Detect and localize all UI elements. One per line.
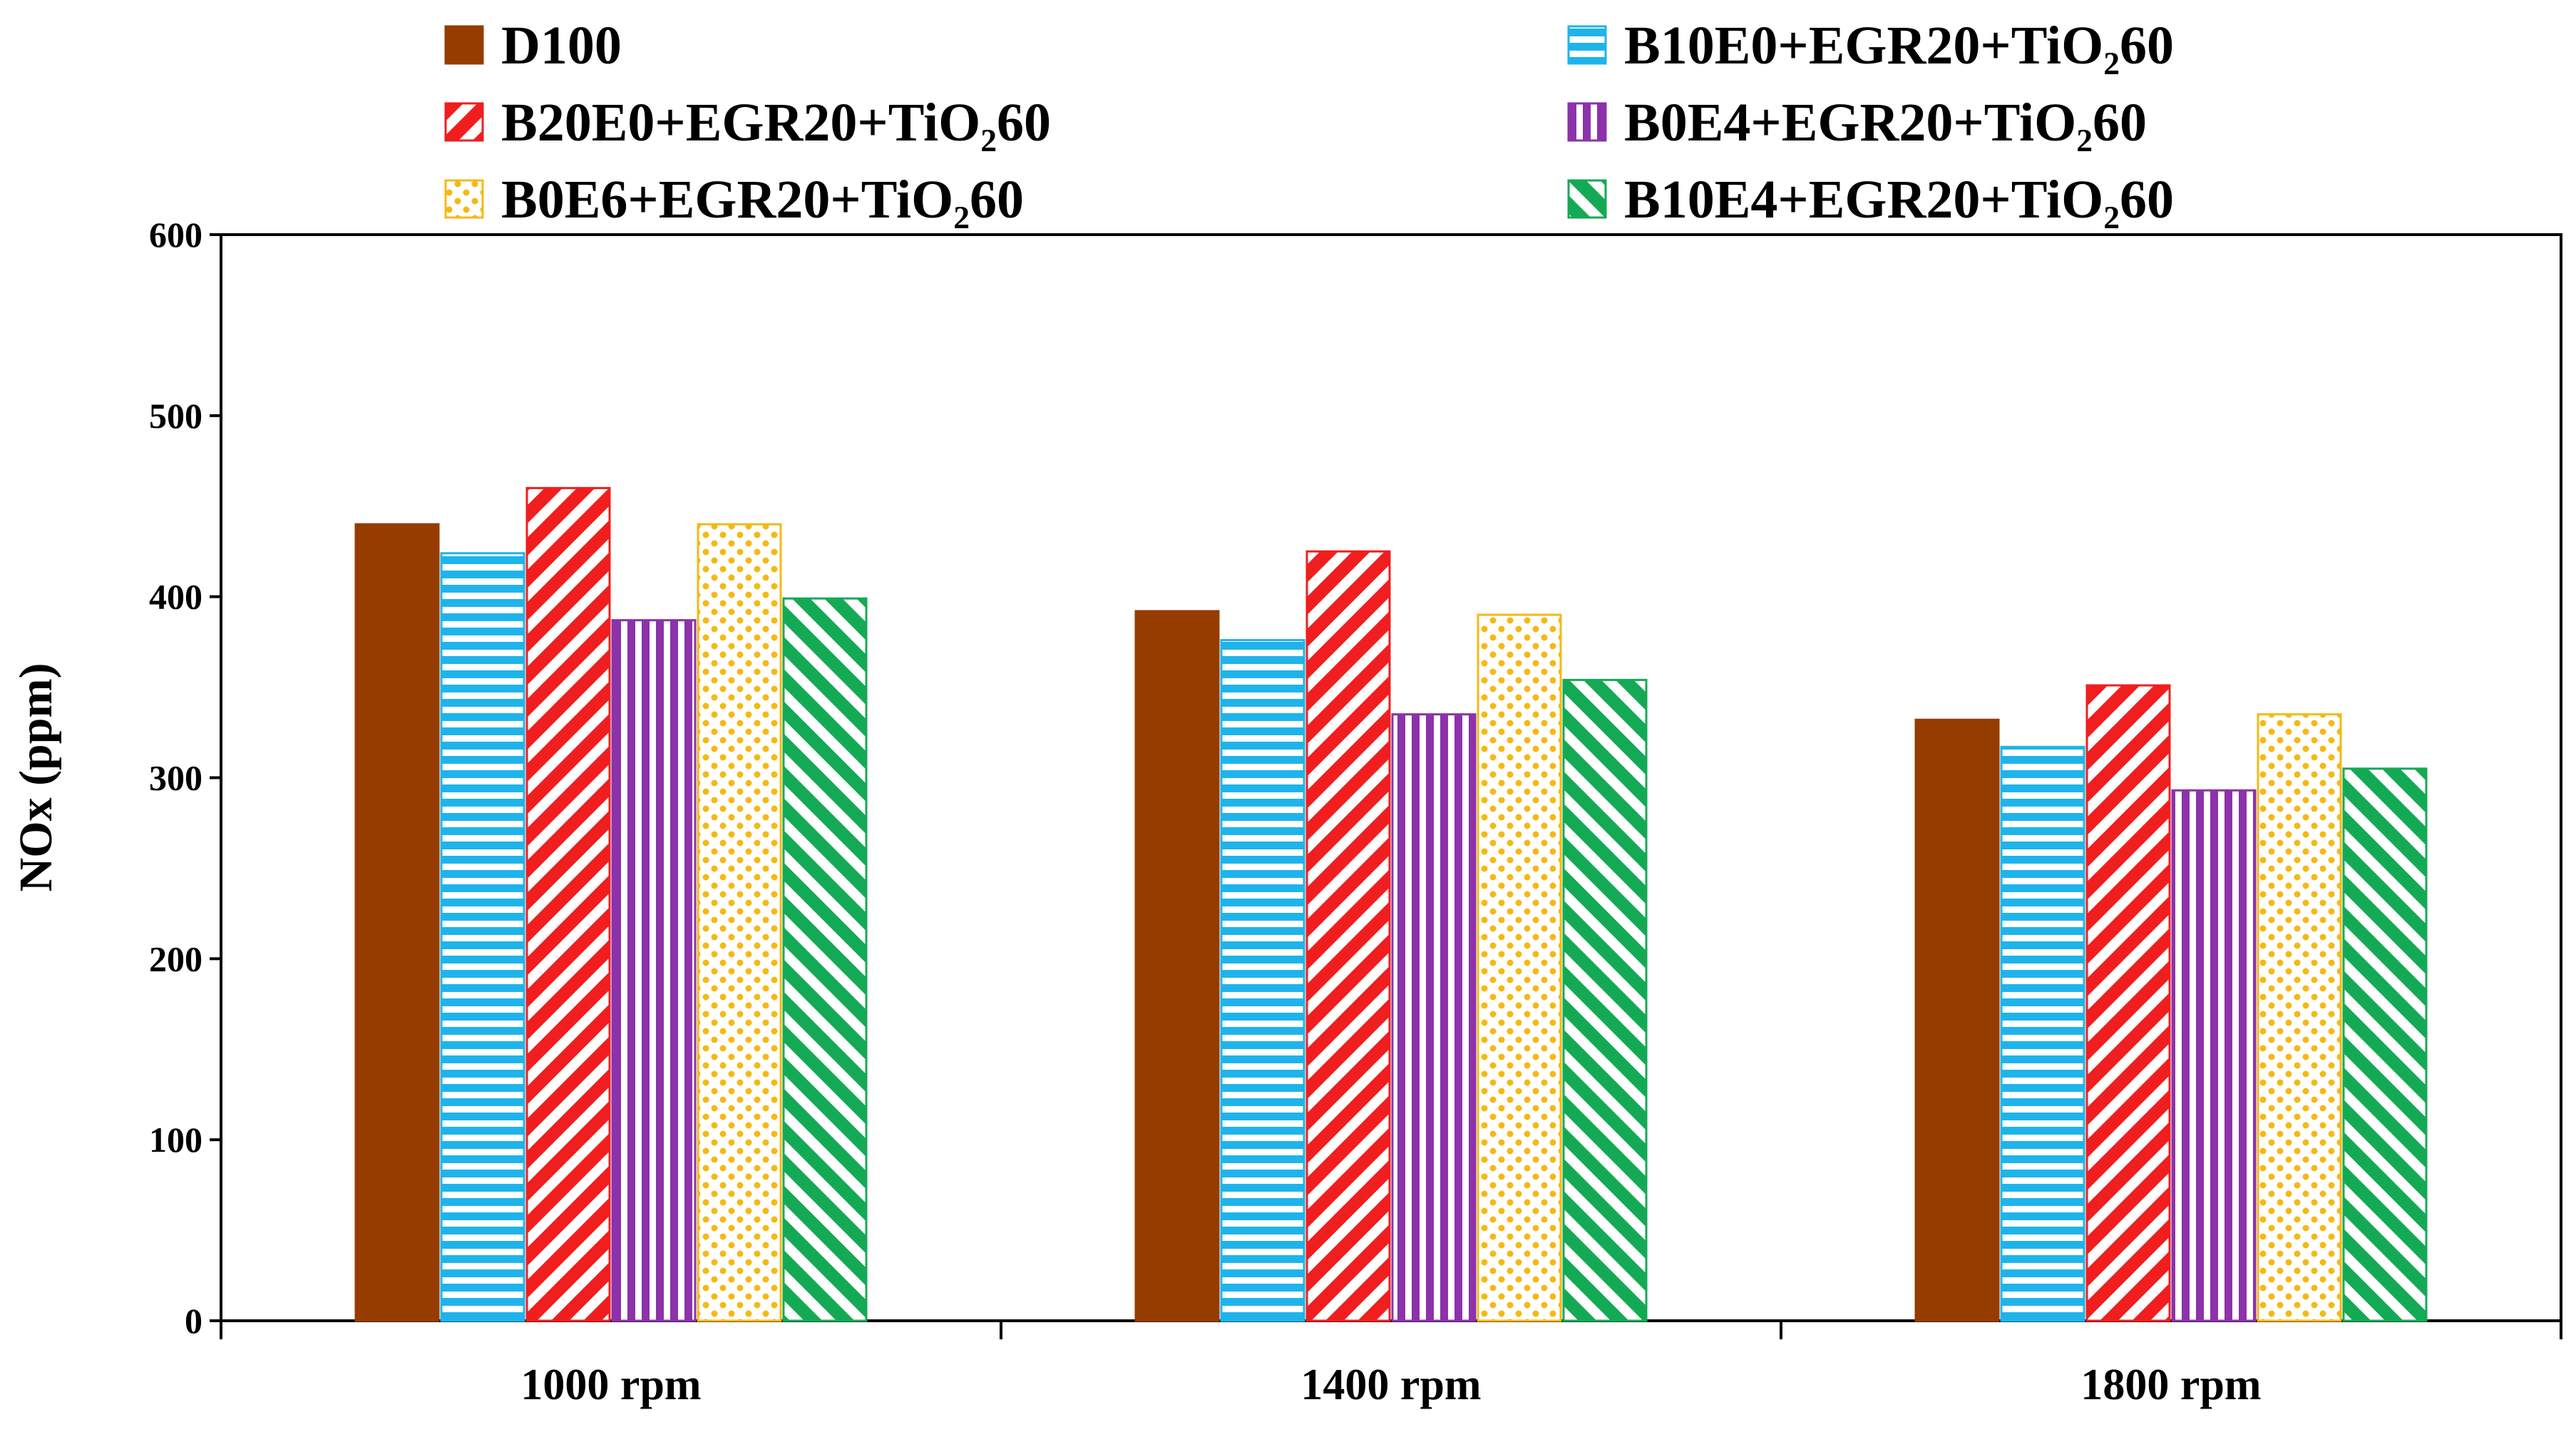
y-tick-label: 0 [185, 1301, 202, 1341]
bar [2342, 767, 2428, 1322]
legend-swatch [444, 179, 484, 219]
bar [611, 619, 697, 1322]
y-tick-label: 500 [149, 396, 202, 436]
y-axis-label: NOx (ppm) [10, 663, 62, 892]
legend-label: D100 [501, 16, 622, 76]
bar [2085, 684, 2171, 1322]
legend-label: B20E0+EGR20+TiO₂60 [501, 93, 1051, 153]
bar [782, 597, 868, 1322]
x-tick-label: 1800 rpm [2080, 1361, 2261, 1409]
axes: 0 100 200 300 400 500 600 1000 rpm 1400 rpm 1800 … [149, 215, 2562, 1409]
x-tick-label: 1000 rpm [520, 1361, 701, 1409]
x-tick-label: 1400 rpm [1300, 1361, 1481, 1409]
legend-swatch [1567, 179, 1607, 219]
legend-swatch [444, 102, 484, 142]
legend-swatch [1567, 102, 1607, 142]
bar [1305, 550, 1391, 1322]
legend-swatch [1567, 25, 1607, 65]
bar [1477, 613, 1562, 1322]
legend-label: B10E4+EGR20+TiO₂60 [1624, 170, 2174, 230]
bar [2171, 789, 2257, 1322]
y-tick-label: 200 [149, 939, 202, 978]
bar [1134, 610, 1220, 1322]
y-tick-label: 300 [149, 758, 202, 798]
bar [354, 523, 440, 1322]
y-tick-label: 400 [149, 577, 202, 617]
legend-label: B0E6+EGR20+TiO₂60 [501, 170, 1024, 230]
bar [2000, 745, 2085, 1322]
legend: D100 B10E0+EGR20+TiO₂60 B20E0+EGR20+TiO₂60… [444, 16, 2174, 230]
bar [1391, 713, 1477, 1322]
bar [2257, 713, 2342, 1322]
bar [697, 523, 782, 1322]
bar [525, 486, 611, 1322]
bar [440, 552, 525, 1322]
y-tick-label: 600 [149, 215, 202, 255]
bars [354, 486, 2428, 1322]
bar [1220, 639, 1305, 1322]
y-tick-label: 100 [149, 1120, 202, 1160]
legend-label: B10E0+EGR20+TiO₂60 [1624, 16, 2174, 76]
bar [1914, 718, 2000, 1322]
legend-swatch [444, 25, 484, 65]
legend-label: B0E4+EGR20+TiO₂60 [1624, 93, 2147, 153]
bar [1562, 678, 1648, 1322]
